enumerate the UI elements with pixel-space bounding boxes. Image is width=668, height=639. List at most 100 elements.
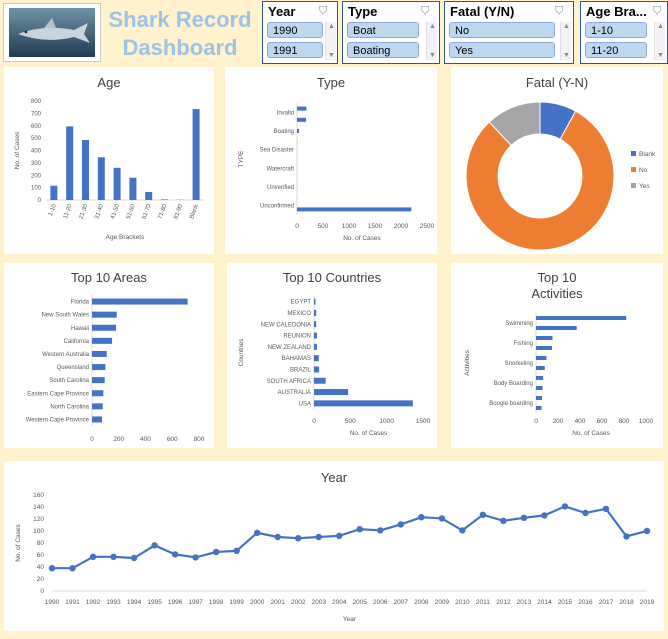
slicer-type-item-1[interactable]: Boat xyxy=(347,22,419,38)
y-tick-label: Boogie boarding xyxy=(489,401,533,407)
x-tick-label: 2004 xyxy=(332,599,347,606)
slicer-year-item-2[interactable]: 1991 xyxy=(267,42,323,58)
bar xyxy=(98,157,105,200)
slicer-age-scrollbar[interactable]: ▲ ▼ xyxy=(654,22,665,60)
slicer-type-label: Type xyxy=(348,4,377,19)
data-point xyxy=(357,526,363,532)
year-chart: 0 20 40 60 80 100 120 140 160 1990 1991 1992 1993 199… xyxy=(4,461,664,631)
x-tick-label: 31-40 xyxy=(94,203,105,220)
x-tick-label: 2009 xyxy=(435,599,450,606)
x-tick-label: 2007 xyxy=(394,599,409,606)
x-tick-label: 0 xyxy=(295,223,299,230)
data-point xyxy=(110,554,116,560)
y-tick-label: Sea Disaster xyxy=(260,148,294,154)
bar xyxy=(66,126,73,200)
x-tick-label: 500 xyxy=(345,418,356,425)
legend-swatch xyxy=(631,151,636,156)
bar xyxy=(536,406,542,410)
bar xyxy=(314,366,319,372)
bar xyxy=(92,299,188,305)
slicer-fatal-item-2[interactable]: Yes xyxy=(449,42,555,58)
data-point xyxy=(131,555,137,561)
y-tick-label: AUSTRALIA xyxy=(278,390,311,396)
filter-clear-icon[interactable]: ⛉ xyxy=(653,5,661,18)
series-line xyxy=(52,506,647,568)
title-line-1: Shark Record xyxy=(104,6,256,34)
y-tick-label: 500 xyxy=(31,136,42,142)
y-tick-label: Eastern Cape Province xyxy=(27,391,89,397)
shark-icon xyxy=(4,4,100,61)
x-tick-label: 2017 xyxy=(599,599,614,606)
legend-swatch xyxy=(631,183,636,188)
slicer-fatal-scrollbar[interactable]: ▲ ▼ xyxy=(560,22,571,60)
data-point xyxy=(192,554,198,560)
x-tick-label: 1000 xyxy=(342,223,357,230)
x-tick-label: 2015 xyxy=(558,599,573,606)
data-point xyxy=(459,527,465,533)
y-tick-label: Invalid xyxy=(277,110,294,116)
y-tick-label: EGYPT xyxy=(291,300,312,306)
title-line-2: Dashboard xyxy=(104,34,256,62)
x-tick-label: 2002 xyxy=(291,599,306,606)
x-tick-label: 51-60 xyxy=(126,203,137,220)
y-tick-label: Snorkeling xyxy=(505,361,533,367)
x-tick-label: 800 xyxy=(194,436,205,443)
y-tick-label: 800 xyxy=(31,99,42,105)
data-point xyxy=(644,528,650,534)
data-point xyxy=(49,565,55,571)
y-tick-label: SOUTH AFRICA xyxy=(267,379,311,385)
data-point xyxy=(295,535,301,541)
y-tick-label: Western Australia xyxy=(42,352,90,358)
data-point xyxy=(336,533,342,539)
bar xyxy=(92,338,112,344)
x-tick-label: 200 xyxy=(113,436,124,443)
chart-panel-fatal: Fatal (Y-N) Blank No Yes xyxy=(451,67,663,254)
bar xyxy=(50,186,57,200)
bar xyxy=(536,366,545,370)
y-tick-label: Hawaii xyxy=(71,326,89,332)
bar xyxy=(536,326,577,330)
y-axis-title: Activities xyxy=(464,349,471,375)
data-point xyxy=(254,530,260,536)
data-point xyxy=(398,521,404,527)
y-tick-label: MEXICO xyxy=(287,311,311,317)
data-point xyxy=(623,533,629,539)
filter-clear-icon[interactable]: ⛉ xyxy=(319,5,327,18)
x-tick-label: 0 xyxy=(90,436,94,443)
y-tick-label: Body Boarding xyxy=(494,381,533,387)
slicer-age-item-1[interactable]: 1-10 xyxy=(585,22,647,38)
x-tick-label: 1994 xyxy=(127,599,142,606)
x-tick-label: 1999 xyxy=(229,599,244,606)
x-axis-title: Age Brackets xyxy=(106,234,145,241)
x-tick-label: 2001 xyxy=(270,599,285,606)
y-tick-label: 20 xyxy=(37,576,45,583)
slicer-year-scrollbar[interactable]: ▲ ▼ xyxy=(325,22,336,60)
x-tick-label: 2018 xyxy=(619,599,634,606)
bar xyxy=(314,299,315,305)
y-tick-label: REUNION xyxy=(283,334,311,340)
data-point xyxy=(316,534,322,540)
bar xyxy=(92,325,116,331)
slicer-age-label: Age Bra... xyxy=(586,4,647,19)
x-tick-label: 1991 xyxy=(65,599,80,606)
bar xyxy=(297,129,299,133)
x-axis-title: No. of Cases xyxy=(572,430,610,437)
data-point xyxy=(500,518,506,524)
y-tick-label: Unconfirmed xyxy=(260,204,294,210)
x-tick-label: 71-80 xyxy=(157,203,168,220)
filter-clear-icon[interactable]: ⛉ xyxy=(421,5,429,18)
x-tick-label: 1000 xyxy=(639,418,654,425)
slicer-age-item-2[interactable]: 11-20 xyxy=(585,42,647,58)
y-tick-label: Fishing xyxy=(514,341,533,347)
slicer-type-scrollbar[interactable]: ▲ ▼ xyxy=(426,22,437,60)
x-tick-label: 1995 xyxy=(147,599,162,606)
data-point xyxy=(541,512,547,518)
slicer-type-item-2[interactable]: Boating xyxy=(347,42,419,58)
slicer-fatal-item-1[interactable]: No xyxy=(449,22,555,38)
areas-chart: FloridaNew South WalesHawaiiCaliforniaWe… xyxy=(4,263,214,448)
slicer-year-item-1[interactable]: 1990 xyxy=(267,22,323,38)
filter-clear-icon[interactable]: ⛉ xyxy=(555,5,563,18)
bar xyxy=(314,400,413,406)
y-tick-label: 60 xyxy=(37,552,45,559)
x-axis-title: No. of Cases xyxy=(350,430,388,437)
